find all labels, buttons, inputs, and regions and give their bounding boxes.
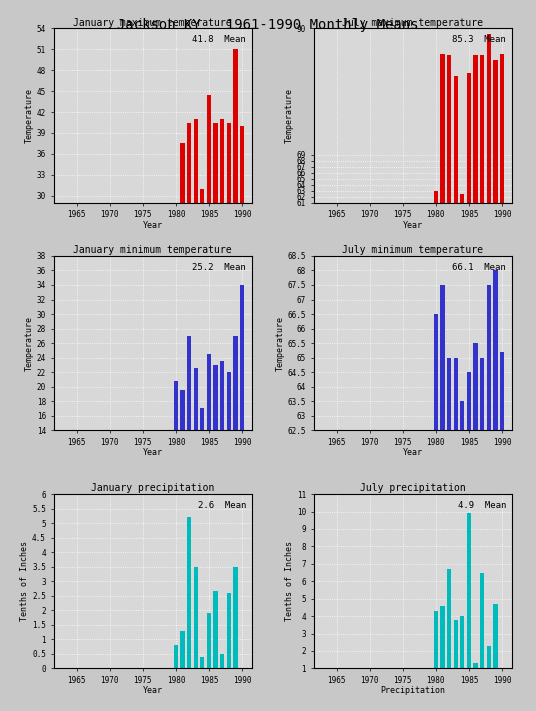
Bar	[213, 365, 218, 532]
Bar	[500, 54, 504, 569]
Bar	[453, 77, 458, 569]
X-axis label: Year: Year	[403, 220, 423, 230]
Bar	[493, 60, 497, 569]
Bar	[467, 372, 471, 711]
Bar	[460, 616, 465, 685]
Bar	[447, 55, 451, 569]
Bar	[447, 569, 451, 685]
Text: 41.8  Mean: 41.8 Mean	[192, 36, 246, 44]
Bar	[220, 119, 225, 405]
Bar	[500, 352, 504, 711]
Title: January maximum temperature: January maximum temperature	[73, 18, 232, 28]
Title: January precipitation: January precipitation	[91, 483, 214, 493]
Title: July precipitation: July precipitation	[360, 483, 466, 493]
Bar	[207, 354, 211, 532]
Bar	[493, 604, 497, 685]
Bar	[480, 55, 485, 569]
Y-axis label: Temperature: Temperature	[25, 316, 34, 370]
Bar	[487, 34, 491, 569]
X-axis label: Year: Year	[143, 220, 163, 230]
Bar	[473, 55, 478, 569]
Bar	[193, 567, 198, 668]
Bar	[180, 390, 185, 532]
Bar	[467, 73, 471, 569]
Bar	[227, 372, 231, 532]
Bar	[233, 49, 237, 405]
Bar	[453, 358, 458, 711]
Text: 25.2  Mean: 25.2 Mean	[192, 263, 246, 272]
Title: July maximum temperature: July maximum temperature	[342, 18, 483, 28]
Bar	[440, 53, 445, 569]
Text: 66.1  Mean: 66.1 Mean	[452, 263, 506, 272]
Bar	[467, 513, 471, 685]
Title: July minimum temperature: July minimum temperature	[342, 245, 483, 255]
Bar	[473, 343, 478, 711]
X-axis label: Year: Year	[143, 686, 163, 695]
Bar	[434, 191, 438, 569]
Bar	[434, 611, 438, 685]
Bar	[220, 654, 225, 668]
Bar	[460, 401, 465, 711]
Bar	[480, 572, 485, 685]
Bar	[200, 408, 205, 532]
Bar	[480, 358, 485, 711]
Title: January minimum temperature: January minimum temperature	[73, 245, 232, 255]
Text: 85.3  Mean: 85.3 Mean	[452, 36, 506, 44]
Bar	[187, 518, 191, 668]
Bar	[213, 122, 218, 405]
Bar	[193, 119, 198, 405]
Bar	[460, 194, 465, 569]
X-axis label: Precipitation: Precipitation	[380, 686, 445, 695]
Bar	[440, 285, 445, 711]
Bar	[233, 567, 237, 668]
Y-axis label: Tenths of Inches: Tenths of Inches	[285, 541, 294, 621]
Bar	[240, 126, 244, 405]
Bar	[447, 358, 451, 711]
Bar	[200, 657, 205, 668]
Text: Jackson KY   1961-1990 Monthly Means: Jackson KY 1961-1990 Monthly Means	[117, 18, 419, 32]
Bar	[233, 336, 237, 532]
Bar	[174, 381, 178, 532]
Bar	[187, 122, 191, 405]
Y-axis label: Temperature: Temperature	[285, 88, 294, 143]
Bar	[227, 593, 231, 668]
Bar	[493, 270, 497, 711]
Bar	[174, 203, 178, 405]
Bar	[240, 285, 244, 532]
Bar	[487, 285, 491, 711]
Bar	[174, 645, 178, 668]
Bar	[440, 606, 445, 685]
Text: 2.6  Mean: 2.6 Mean	[198, 501, 246, 510]
Bar	[180, 144, 185, 405]
Bar	[473, 663, 478, 685]
Bar	[207, 613, 211, 668]
Bar	[187, 336, 191, 532]
Y-axis label: Temperature: Temperature	[276, 316, 285, 370]
X-axis label: Year: Year	[143, 448, 163, 457]
Bar	[434, 314, 438, 711]
Bar	[200, 188, 205, 405]
Bar	[453, 619, 458, 685]
Bar	[500, 668, 504, 685]
Bar	[207, 95, 211, 405]
X-axis label: Year: Year	[403, 448, 423, 457]
Bar	[193, 368, 198, 532]
Y-axis label: Temperature: Temperature	[25, 88, 34, 143]
Bar	[180, 631, 185, 668]
Bar	[220, 361, 225, 532]
Text: 4.9  Mean: 4.9 Mean	[458, 501, 506, 510]
Y-axis label: Tenths of Inches: Tenths of Inches	[20, 541, 29, 621]
Bar	[227, 122, 231, 405]
Bar	[213, 592, 218, 668]
Bar	[487, 646, 491, 685]
